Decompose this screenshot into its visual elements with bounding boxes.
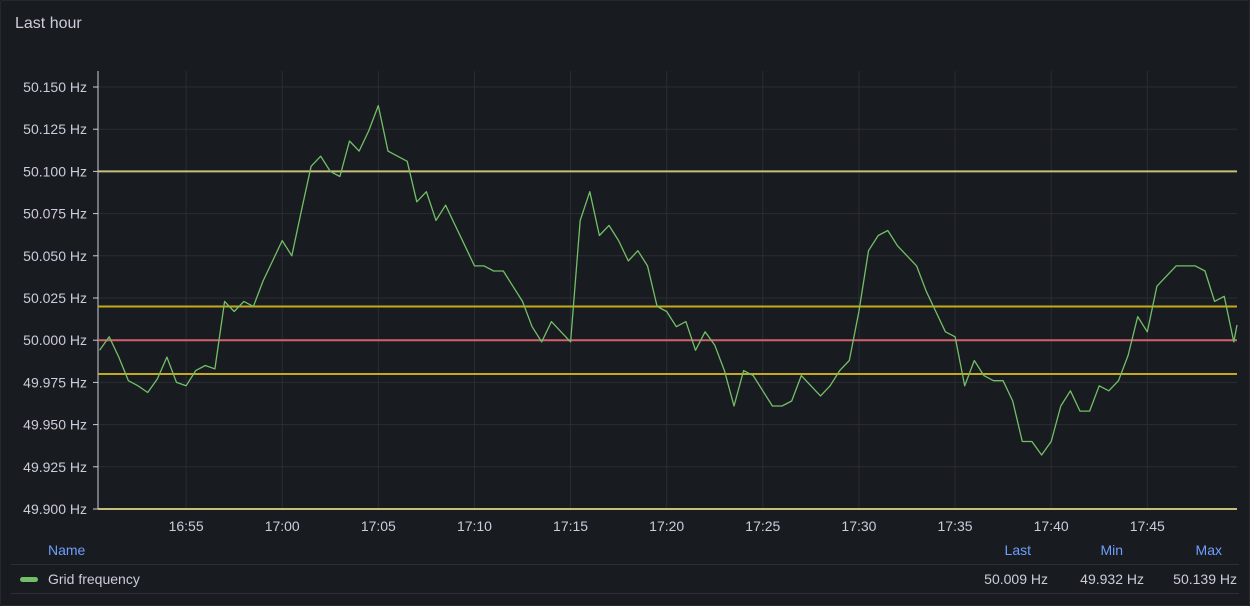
legend-header-min[interactable]: Min bbox=[1100, 542, 1123, 558]
y-tick-label: 50.125 Hz bbox=[23, 121, 87, 137]
x-tick-label: 17:10 bbox=[457, 518, 492, 531]
series-line-grid-frequency bbox=[99, 104, 1238, 456]
x-tick-label: 17:35 bbox=[938, 518, 973, 531]
legend-header-last[interactable]: Last bbox=[1004, 542, 1031, 558]
y-tick-label: 50.075 Hz bbox=[23, 206, 87, 222]
x-tick-label: 17:00 bbox=[265, 518, 300, 531]
legend-series-name[interactable]: Grid frequency bbox=[48, 571, 140, 587]
y-tick-label: 49.975 Hz bbox=[23, 374, 87, 390]
y-tick-label: 50.050 Hz bbox=[23, 248, 87, 264]
legend-min-value: 49.932 Hz bbox=[1080, 571, 1144, 587]
legend-header-name[interactable]: Name bbox=[48, 542, 86, 558]
panel-title[interactable]: Last hour bbox=[15, 15, 82, 32]
x-tick-label: 17:40 bbox=[1034, 518, 1069, 531]
y-tick-label: 49.925 Hz bbox=[23, 459, 87, 475]
x-tick-label: 16:55 bbox=[169, 518, 204, 531]
x-tick-label: 17:15 bbox=[553, 518, 588, 531]
y-tick-label: 49.950 Hz bbox=[23, 417, 87, 433]
legend-header-max[interactable]: Max bbox=[1195, 542, 1222, 558]
y-tick-label: 50.150 Hz bbox=[23, 79, 87, 95]
series-color-swatch bbox=[20, 577, 38, 582]
y-tick-label: 49.900 Hz bbox=[23, 501, 87, 517]
legend-divider bbox=[11, 593, 1239, 594]
legend-max-value: 50.139 Hz bbox=[1173, 571, 1237, 587]
x-tick-label: 17:45 bbox=[1130, 518, 1165, 531]
legend-last-value: 50.009 Hz bbox=[984, 571, 1048, 587]
y-tick-label: 50.025 Hz bbox=[23, 290, 87, 306]
x-tick-label: 17:20 bbox=[649, 518, 684, 531]
y-tick-label: 50.000 Hz bbox=[23, 332, 87, 348]
legend-divider bbox=[11, 564, 1239, 565]
x-tick-label: 17:05 bbox=[361, 518, 396, 531]
x-tick-label: 17:25 bbox=[745, 518, 780, 531]
x-tick-label: 17:30 bbox=[841, 518, 876, 531]
timeseries-chart: 50.150 Hz 50.125 Hz 50.100 Hz 50.075 Hz 50.0… bbox=[23, 71, 1238, 531]
y-tick-label: 50.100 Hz bbox=[23, 163, 87, 179]
